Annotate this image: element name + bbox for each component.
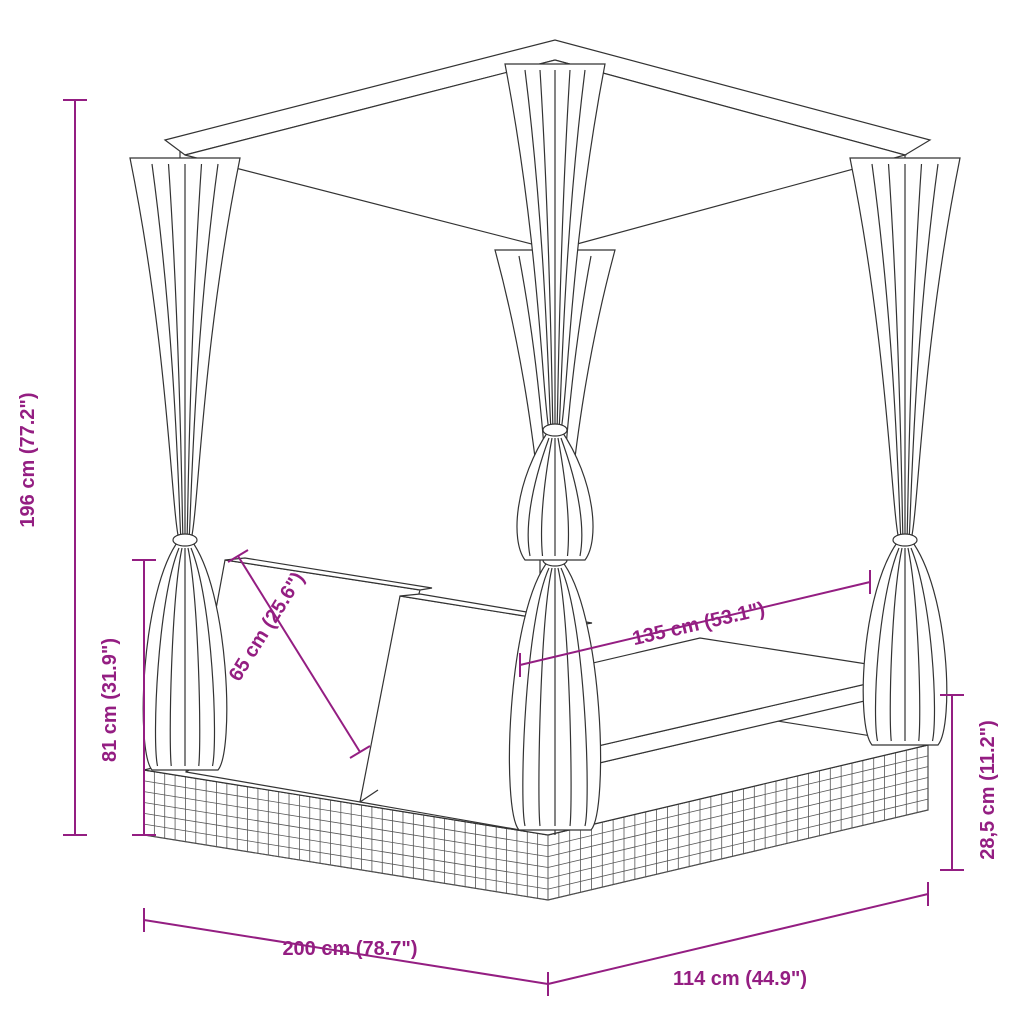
dim-label-length: 200 cm (78.7") — [282, 938, 417, 960]
dim-label-total-height: 196 cm (77.2") — [17, 392, 39, 527]
product-sketch — [130, 40, 960, 900]
dim-label-backrest-height: 81 cm (31.9") — [99, 638, 121, 762]
dim-label-width: 114 cm (44.9") — [673, 968, 807, 990]
dim-label-base-height: 28,5 cm (11.2") — [977, 720, 999, 860]
